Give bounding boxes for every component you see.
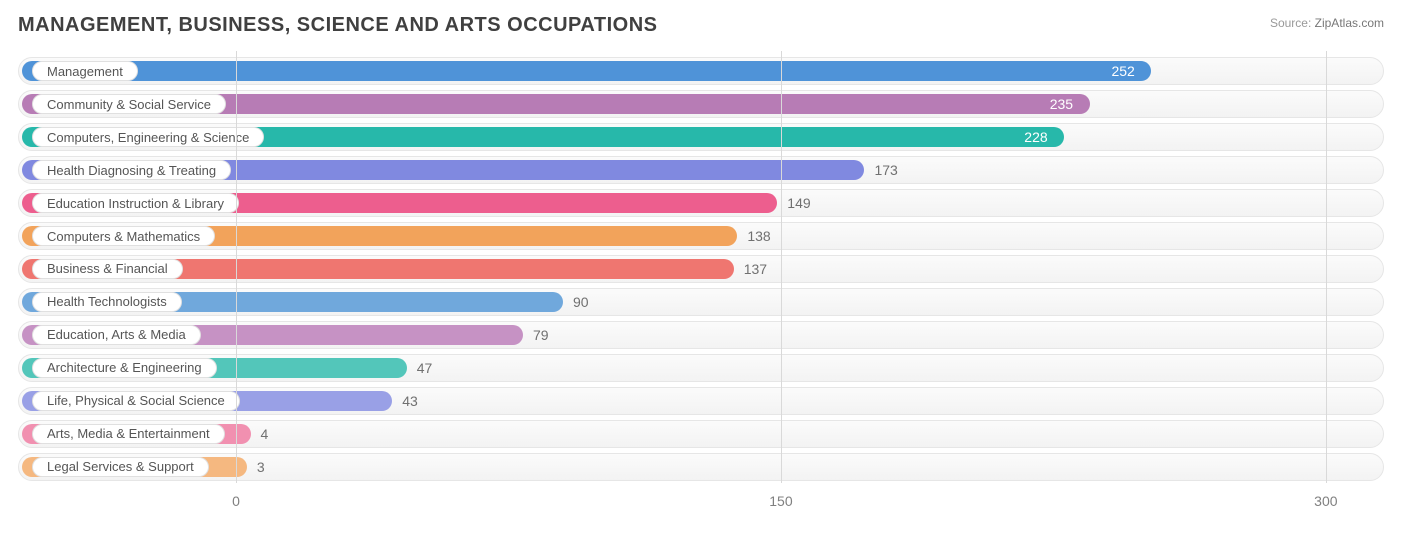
bar-label-pill: Computers & Mathematics [32,226,215,246]
bar-label-pill: Arts, Media & Entertainment [32,424,225,444]
bar-row: Education Instruction & Library 149 [18,189,1384,217]
bar-label-pill: Community & Social Service [32,94,226,114]
bar-value: 228 [1024,129,1047,145]
bar-value: 90 [573,294,589,310]
bar-row: Management 252 [18,57,1384,85]
bar-row: Health Technologists 90 [18,288,1384,316]
bar-row: Business & Financial 137 [18,255,1384,283]
bar-row: Computers, Engineering & Science 228 [18,123,1384,151]
bar-label-pill: Computers, Engineering & Science [32,127,264,147]
bar-value: 235 [1050,96,1073,112]
bar-value: 137 [744,261,767,277]
chart-container: MANAGEMENT, BUSINESS, SCIENCE AND ARTS O… [0,0,1406,558]
bar-label-pill: Management [32,61,138,81]
bar-label-pill: Legal Services & Support [32,457,209,477]
bar-value: 138 [747,228,770,244]
bar-row: Computers & Mathematics 138 [18,222,1384,250]
bars-group: Management 252 Community & Social Service 2… [18,55,1384,483]
gridline [236,51,237,483]
gridline [1326,51,1327,483]
bar-label-pill: Education, Arts & Media [32,325,201,345]
bar-row: Architecture & Engineering 47 [18,354,1384,382]
axis-tick-label: 300 [1314,493,1337,509]
bar-row: Legal Services & Support 3 [18,453,1384,481]
bar-label-pill: Health Diagnosing & Treating [32,160,231,180]
chart-title: MANAGEMENT, BUSINESS, SCIENCE AND ARTS O… [18,14,1388,37]
bar-label-pill: Business & Financial [32,259,183,279]
bar-row: Community & Social Service 235 [18,90,1384,118]
bar-label-pill: Health Technologists [32,292,182,312]
axis-tick-label: 150 [769,493,792,509]
source-label: Source: [1270,16,1311,30]
bar [22,61,1151,81]
bar-label-pill: Education Instruction & Library [32,193,239,213]
bar-value: 252 [1111,63,1134,79]
plot-area: Management 252 Community & Social Service 2… [18,51,1384,513]
bar-value: 173 [874,162,897,178]
source-site: ZipAtlas.com [1315,16,1384,30]
bar-label-pill: Life, Physical & Social Science [32,391,240,411]
bar-row: Education, Arts & Media 79 [18,321,1384,349]
source-attribution: Source: ZipAtlas.com [1270,16,1384,30]
bar-value: 4 [261,426,269,442]
bar-row: Arts, Media & Entertainment 4 [18,420,1384,448]
bar-value: 3 [257,459,265,475]
bar-value: 47 [417,360,433,376]
bar-row: Health Diagnosing & Treating 173 [18,156,1384,184]
axis-tick-label: 0 [232,493,240,509]
bar-value: 43 [402,393,418,409]
bar-value: 149 [787,195,810,211]
bar-value: 79 [533,327,549,343]
bar-label-pill: Architecture & Engineering [32,358,217,378]
bar-row: Life, Physical & Social Science 43 [18,387,1384,415]
gridline [781,51,782,483]
